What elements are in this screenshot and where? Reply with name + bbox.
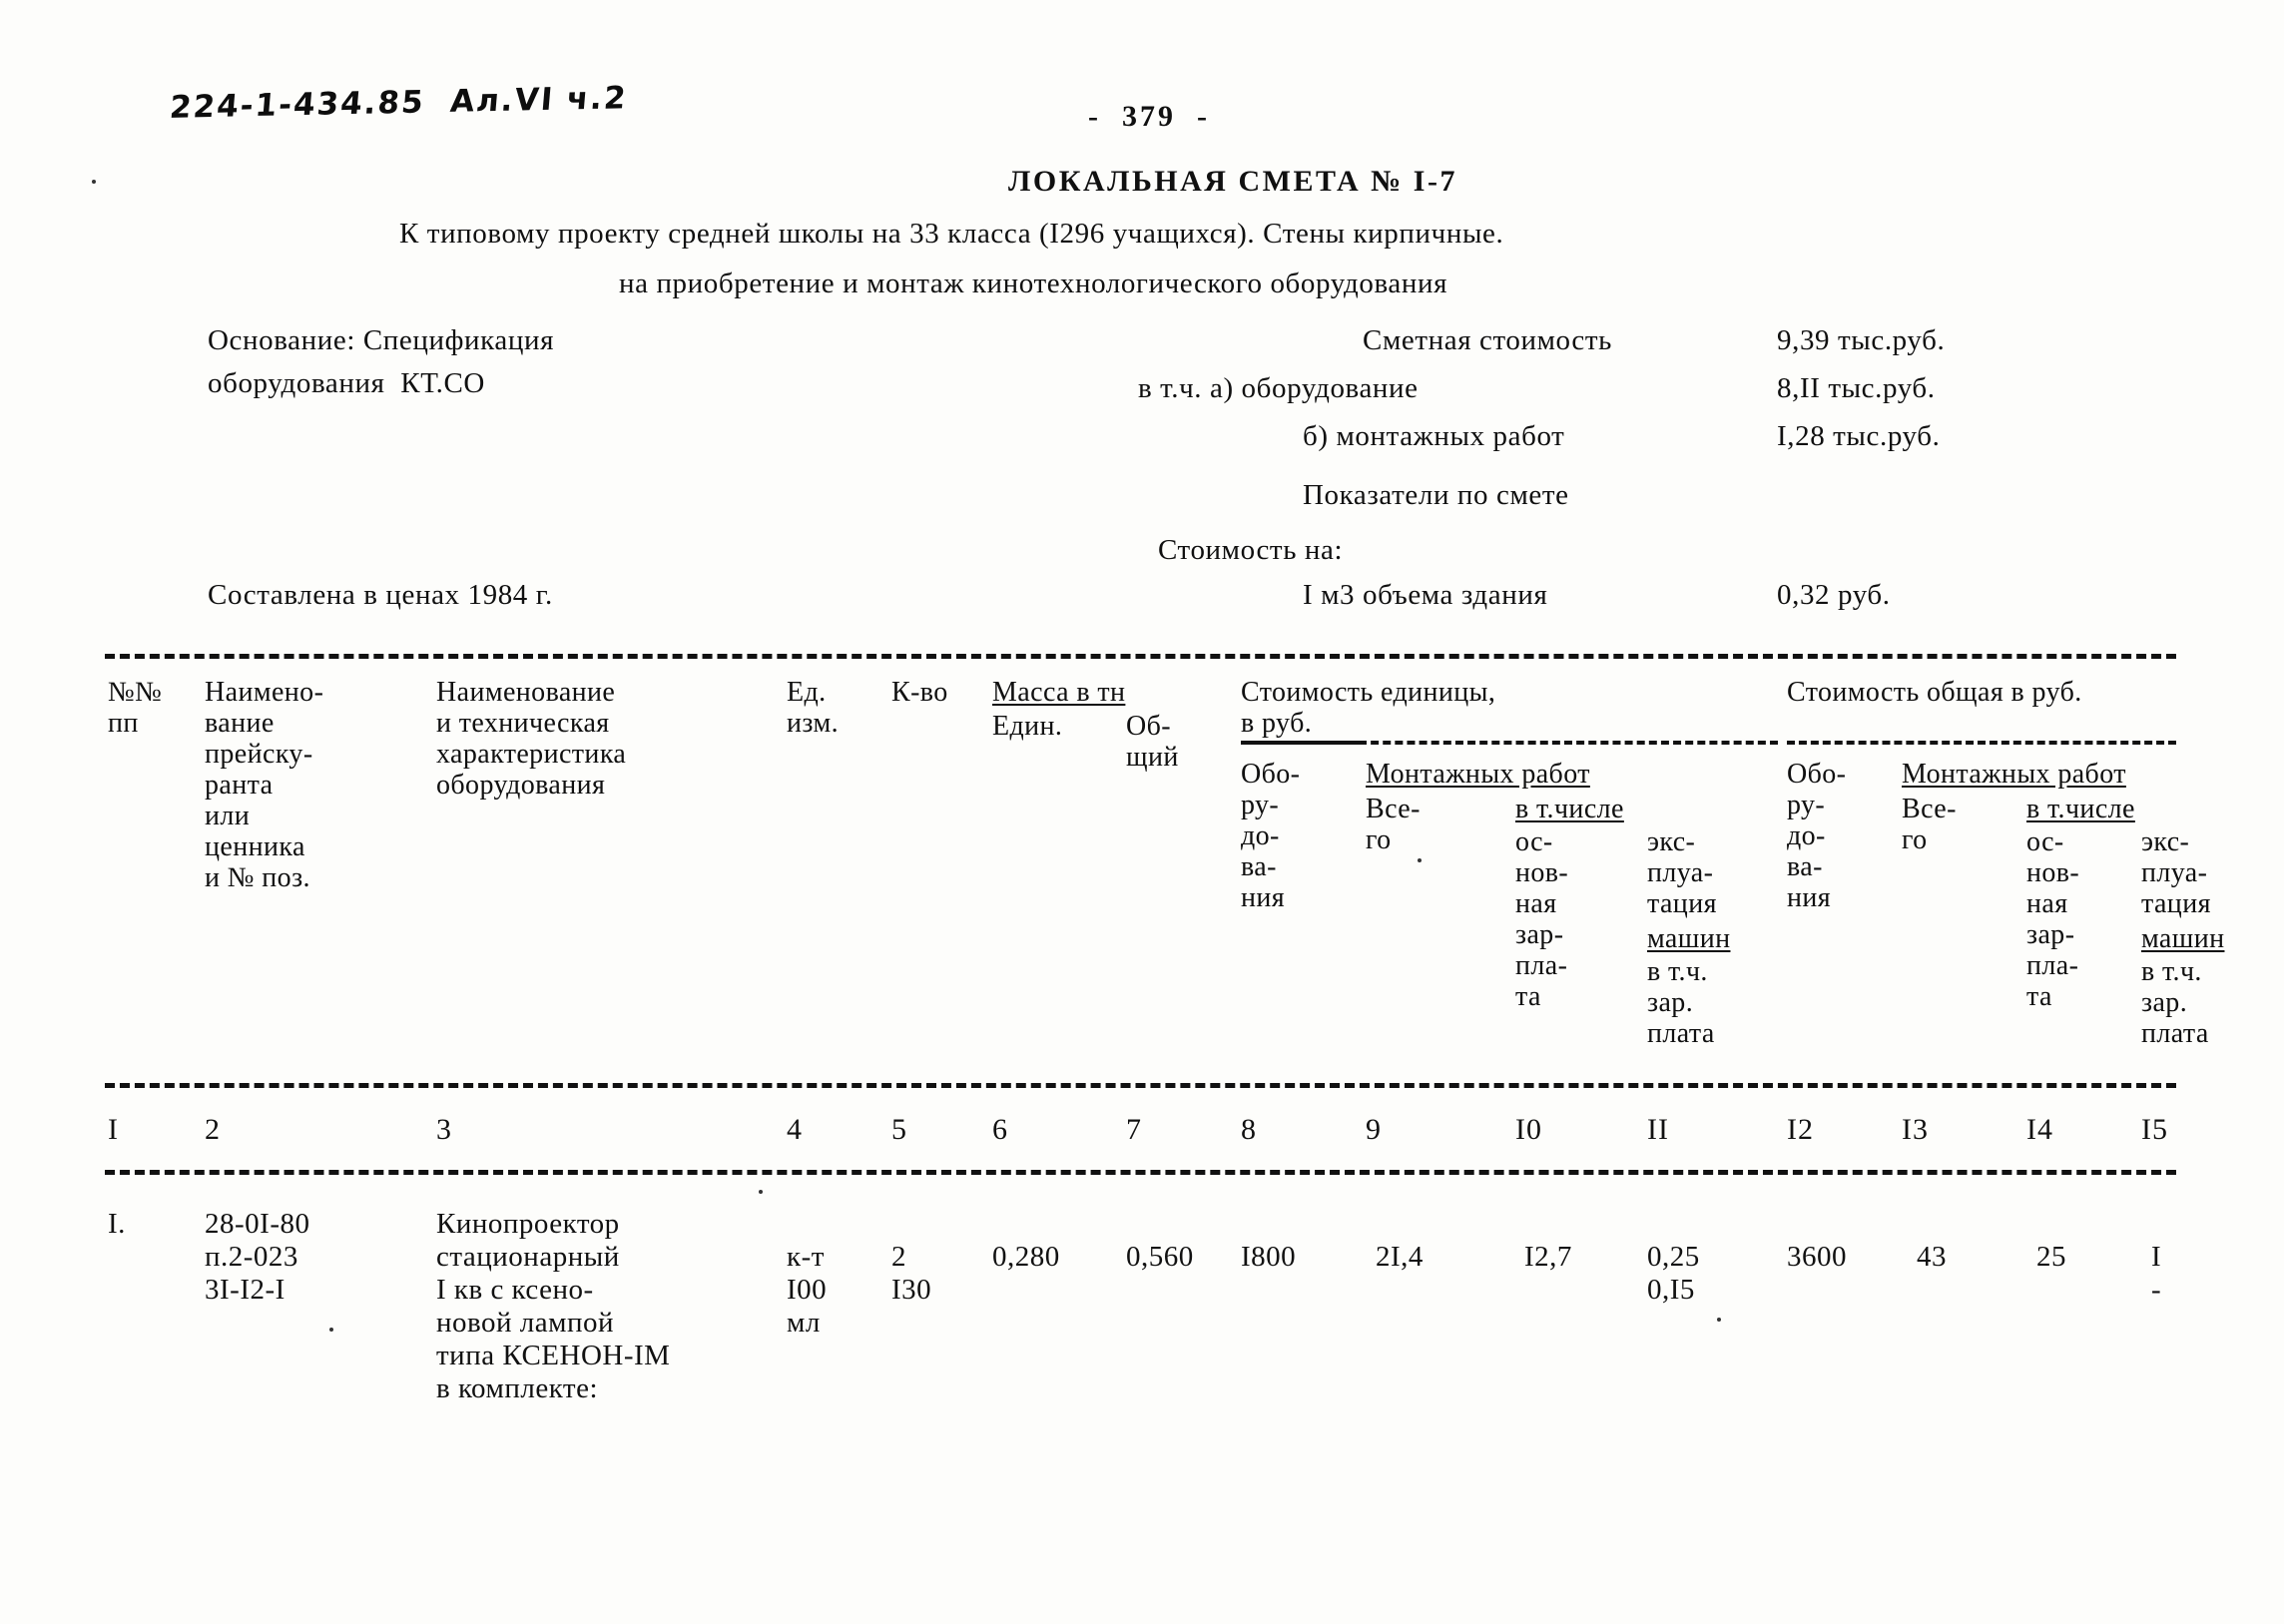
cell-unit-cost-inst-total: 2I,4 bbox=[1376, 1241, 1424, 1273]
cell-mass-unit: 0,280 bbox=[992, 1241, 1060, 1273]
header-total-cost-dashrule bbox=[1787, 741, 2176, 745]
handwritten-annotation: 224-1-434.85 Ал.VI ч.2 bbox=[168, 80, 630, 126]
header-col-num: №№ пп bbox=[108, 677, 163, 739]
header-col-price-list: Наимено- вание прейску- ранта или ценник… bbox=[205, 677, 324, 893]
header-col-unit: Ед. изм. bbox=[787, 677, 839, 739]
colnum-3: 3 bbox=[436, 1113, 452, 1146]
colnum-4: 4 bbox=[787, 1113, 803, 1146]
header-group-mass: Масса в тн bbox=[992, 677, 1126, 708]
colnum-7: 7 bbox=[1126, 1113, 1142, 1146]
header-unit-cost-dashrule bbox=[1359, 741, 1778, 745]
scan-speck bbox=[1717, 1318, 1721, 1322]
header-col-unit-inst-machines-1: экс- плуа- тация bbox=[1647, 826, 1717, 919]
basis-line-1: Основание: Спецификация bbox=[208, 324, 555, 356]
cell-total-cost-inst-salary: 25 bbox=[2036, 1241, 2066, 1273]
header-col-total-inst-machines-2: в т.ч. зар. плата bbox=[2141, 956, 2209, 1049]
cell-total-cost-inst-total: 43 bbox=[1917, 1241, 1947, 1273]
header-group-total-installation: Монтажных работ bbox=[1902, 759, 2126, 790]
cell-unit-cost-inst-salary: I2,7 bbox=[1524, 1241, 1572, 1273]
cell-unit-cost-equipment: I800 bbox=[1241, 1241, 1297, 1273]
basis-line-2: оборудования КТ.СО bbox=[208, 367, 485, 399]
summary-value-installation: I,28 тыс.руб. bbox=[1777, 420, 1941, 452]
page-number: - 379 - bbox=[1088, 100, 1210, 133]
cell-unit: к-т I00 мл bbox=[787, 1241, 828, 1339]
header-group-unit-installation: Монтажных работ bbox=[1366, 759, 1590, 790]
summary-indicators-title: Показатели по смете bbox=[1303, 479, 1569, 511]
scan-speck bbox=[329, 1328, 333, 1332]
header-col-total-inst-total: Все- го bbox=[1902, 794, 1957, 855]
table-top-rule bbox=[105, 654, 2176, 659]
header-group-total-inst-incl: в т.числе bbox=[2026, 794, 2135, 824]
header-group-unit-cost: Стоимость единицы, в руб. bbox=[1241, 677, 1496, 739]
header-col-total-inst-machines-1: экс- плуа- тация bbox=[2141, 826, 2211, 919]
header-col-unit-inst-machines-word: машин bbox=[1647, 923, 1731, 954]
summary-label-installation: б) монтажных работ bbox=[1303, 420, 1565, 452]
summary-value-total: 9,39 тыс.руб. bbox=[1777, 324, 1946, 356]
cell-total-cost-equipment: 3600 bbox=[1787, 1241, 1847, 1273]
page-title: ЛОКАЛЬНАЯ СМЕТА № I-7 bbox=[1008, 165, 1457, 198]
cell-mass-total: 0,560 bbox=[1126, 1241, 1194, 1273]
prices-note: Составлена в ценах 1984 г. bbox=[208, 579, 553, 611]
header-unit-cost-underline bbox=[1241, 741, 1359, 745]
indicator-value-volume: 0,32 руб. bbox=[1777, 579, 1891, 611]
header-col-description: Наименование и техническая характеристик… bbox=[436, 677, 627, 801]
header-col-mass-unit: Един. bbox=[992, 711, 1063, 742]
colnum-6: 6 bbox=[992, 1113, 1008, 1146]
header-col-total-inst-machines-word: машин bbox=[2141, 923, 2225, 954]
cell-price-code: 28-0I-80 п.2-023 3I-I2-I bbox=[205, 1208, 310, 1306]
header-group-unit-inst-incl: в т.числе bbox=[1515, 794, 1624, 824]
header-col-mass-total: Об- щий bbox=[1126, 711, 1179, 773]
header-col-unit-inst-machines-2: в т.ч. зар. плата bbox=[1647, 956, 1715, 1049]
table-header-bottom-rule bbox=[105, 1083, 2176, 1088]
scan-speck bbox=[1418, 858, 1422, 862]
scan-speck bbox=[759, 1190, 763, 1194]
cell-row-number: I. bbox=[108, 1208, 126, 1240]
colnum-1: I bbox=[108, 1113, 119, 1146]
summary-label-total: Сметная стоимость bbox=[1363, 324, 1612, 356]
colnum-13: I3 bbox=[1902, 1113, 1929, 1146]
header-col-unit-equipment: Обо- ру- до- ва- ния bbox=[1241, 759, 1301, 913]
colnum-11: II bbox=[1647, 1113, 1669, 1146]
header-col-total-inst-salary: ос- нов- ная зар- пла- та bbox=[2026, 826, 2080, 1012]
colnum-15: I5 bbox=[2141, 1113, 2168, 1146]
colnum-9: 9 bbox=[1366, 1113, 1382, 1146]
summary-label-equipment: в т.ч. а) оборудование bbox=[1138, 372, 1419, 404]
summary-cost-for-label: Стоимость на: bbox=[1158, 534, 1344, 566]
header-group-total-cost: Стоимость общая в руб. bbox=[1787, 677, 2082, 708]
colnum-12: I2 bbox=[1787, 1113, 1814, 1146]
colnum-10: I0 bbox=[1515, 1113, 1542, 1146]
colnum-2: 2 bbox=[205, 1113, 221, 1146]
subtitle-scope: на приобретение и монтаж кинотехнологиче… bbox=[619, 268, 1448, 299]
summary-value-equipment: 8,II тыс.руб. bbox=[1777, 372, 1936, 404]
cell-description: Кинопроектор стационарный I кв с ксено- … bbox=[436, 1208, 671, 1404]
colnum-5: 5 bbox=[891, 1113, 907, 1146]
cell-qty: 2 I30 bbox=[891, 1241, 932, 1306]
cell-unit-cost-inst-machines: 0,25 0,I5 bbox=[1647, 1241, 1700, 1306]
indicator-label-volume: I м3 объема здания bbox=[1303, 579, 1548, 611]
scan-speck bbox=[92, 180, 96, 184]
header-col-unit-inst-total: Все- го bbox=[1366, 794, 1421, 855]
header-col-qty: К-во bbox=[891, 677, 948, 708]
cell-total-cost-inst-machines: I - bbox=[2151, 1241, 2162, 1306]
colnum-14: I4 bbox=[2026, 1113, 2053, 1146]
subtitle-project: К типовому проекту средней школы на 33 к… bbox=[399, 218, 1504, 250]
colnum-8: 8 bbox=[1241, 1113, 1257, 1146]
table-colnum-bottom-rule bbox=[105, 1170, 2176, 1175]
header-col-total-equipment: Обо- ру- до- ва- ния bbox=[1787, 759, 1847, 913]
header-col-unit-inst-salary: ос- нов- ная зар- пла- та bbox=[1515, 826, 1569, 1012]
